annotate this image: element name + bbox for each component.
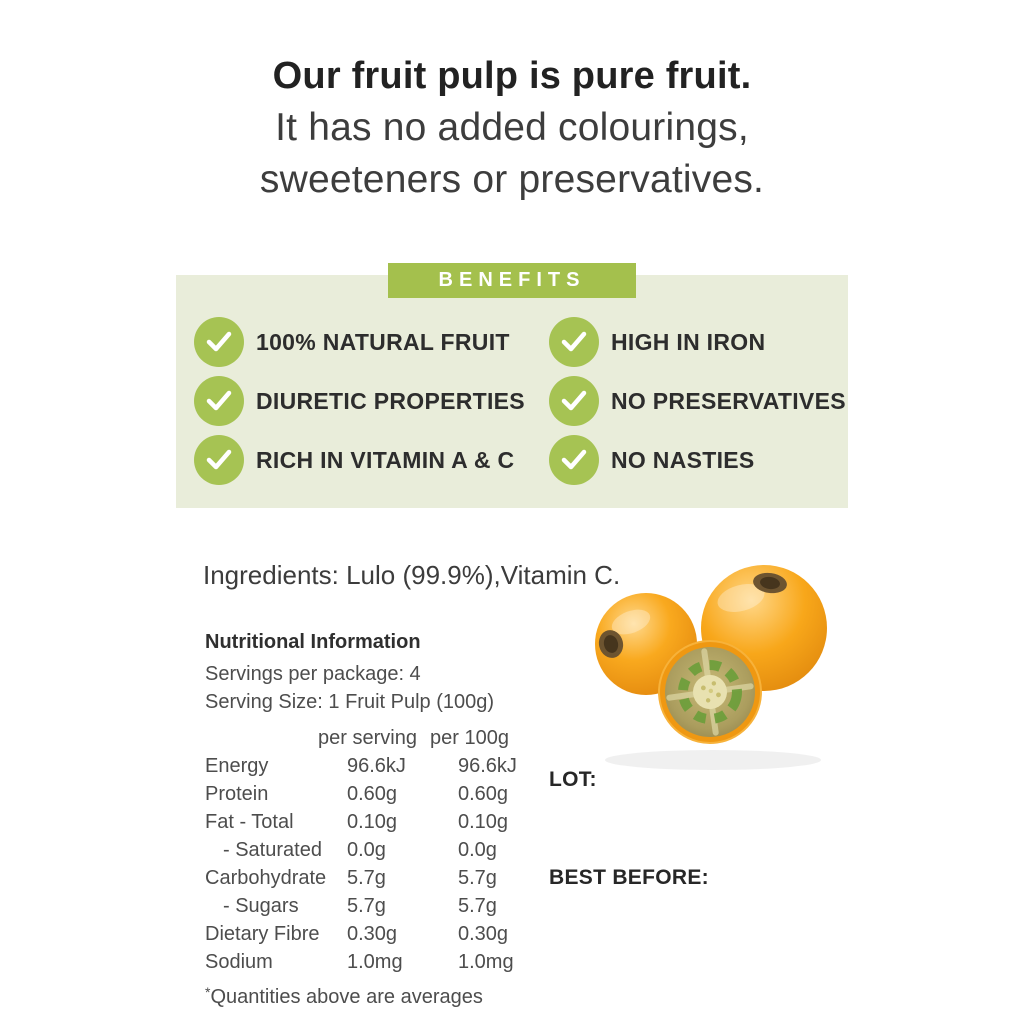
check-icon [194, 376, 244, 426]
benefit-item: NO NASTIES [549, 435, 846, 485]
nutrition-row: Protein 0.60g 0.60g [205, 780, 545, 808]
nutrition-heading: Nutritional Information [205, 631, 421, 653]
benefit-label: DIURETIC PROPERTIES [256, 387, 525, 414]
row-label: Carbohydrate [205, 867, 327, 889]
row-label: Protein [205, 783, 269, 805]
footnote-text: Quantities above are averages [210, 986, 483, 1008]
benefits-banner: BENEFITS [388, 263, 636, 298]
check-icon [194, 317, 244, 367]
benefit-item: DIURETIC PROPERTIES [194, 376, 525, 426]
benefits-panel: 100% NATURAL FRUIT DIURETIC PROPERTIES R… [176, 275, 848, 508]
benefits-column-right: HIGH IN IRON NO PRESERVATIVES NO NASTIES [549, 317, 846, 485]
benefit-item: 100% NATURAL FRUIT [194, 317, 525, 367]
headline: Our fruit pulp is pure fruit. It has no … [0, 50, 1024, 206]
nutrition-column-headers: per serving per 100g [205, 724, 545, 752]
row-per-100g: 5.7g [458, 867, 497, 889]
quantities-footnote: *Quantities above are averages [205, 979, 545, 1010]
row-per-100g: 0.60g [458, 783, 509, 805]
check-icon [194, 435, 244, 485]
headline-line-1: Our fruit pulp is pure fruit. [272, 55, 752, 97]
benefit-item: HIGH IN IRON [549, 317, 846, 367]
benefits-column-left: 100% NATURAL FRUIT DIURETIC PROPERTIES R… [194, 317, 525, 485]
lot-label: LOT: [549, 768, 597, 791]
row-per-serving: 5.7g [347, 895, 386, 917]
row-per-serving: 0.60g [347, 783, 398, 805]
row-per-serving: 0.10g [347, 811, 398, 833]
headline-line-3: sweeteners or preservatives. [259, 158, 765, 201]
col-header-per-serving: per serving [318, 727, 417, 749]
nutrition-row: - Saturated 0.0g 0.0g [205, 836, 545, 864]
col-header-per-100g: per 100g [430, 727, 509, 749]
row-label: Dietary Fibre [205, 923, 320, 945]
benefit-item: RICH IN VITAMIN A & C [194, 435, 525, 485]
row-per-serving: 1.0mg [347, 951, 403, 973]
benefit-label: NO PRESERVATIVES [611, 387, 846, 414]
best-before-label: BEST BEFORE: [549, 866, 709, 889]
nutrition-panel: Nutritional Information Servings per pac… [205, 630, 545, 1010]
nutrition-row: Energy 96.6kJ 96.6kJ [205, 752, 545, 780]
row-label: - Saturated [223, 839, 322, 861]
row-per-serving: 5.7g [347, 867, 386, 889]
nutrition-row: Carbohydrate 5.7g 5.7g [205, 864, 545, 892]
row-label: Fat - Total [205, 811, 294, 833]
benefit-label: 100% NATURAL FRUIT [256, 328, 510, 355]
row-per-100g: 96.6kJ [458, 755, 517, 777]
check-icon [549, 376, 599, 426]
row-label: Sodium [205, 951, 273, 973]
row-per-100g: 0.0g [458, 839, 497, 861]
check-icon [549, 435, 599, 485]
row-per-100g: 5.7g [458, 895, 497, 917]
ingredients-line: Ingredients: Lulo (99.9%),Vitamin C. [203, 560, 621, 590]
nutrition-row: Sodium 1.0mg 1.0mg [205, 948, 545, 976]
serving-size: Serving Size: 1 Fruit Pulp (100g) [205, 691, 495, 713]
benefit-label: HIGH IN IRON [611, 328, 766, 355]
servings-per-package: Servings per package: 4 [205, 663, 421, 685]
row-per-100g: 0.10g [458, 811, 509, 833]
row-per-serving: 0.30g [347, 923, 398, 945]
row-per-100g: 1.0mg [458, 951, 514, 973]
row-per-serving: 0.0g [347, 839, 386, 861]
nutrition-row: Dietary Fibre 0.30g 0.30g [205, 920, 545, 948]
row-label: Energy [205, 755, 269, 777]
headline-line-2: It has no added colourings, [275, 106, 749, 149]
benefit-label: RICH IN VITAMIN A & C [256, 446, 515, 473]
row-per-100g: 0.30g [458, 923, 509, 945]
benefit-label: NO NASTIES [611, 446, 755, 473]
benefit-item: NO PRESERVATIVES [549, 376, 846, 426]
check-icon [549, 317, 599, 367]
footnote-asterisk: * [205, 984, 211, 1000]
nutrition-row: Fat - Total 0.10g 0.10g [205, 808, 545, 836]
row-per-serving: 96.6kJ [347, 755, 406, 777]
lulo-fruit-image [595, 565, 827, 770]
row-label: - Sugars [223, 895, 299, 917]
nutrition-row: - Sugars 5.7g 5.7g [205, 892, 545, 920]
